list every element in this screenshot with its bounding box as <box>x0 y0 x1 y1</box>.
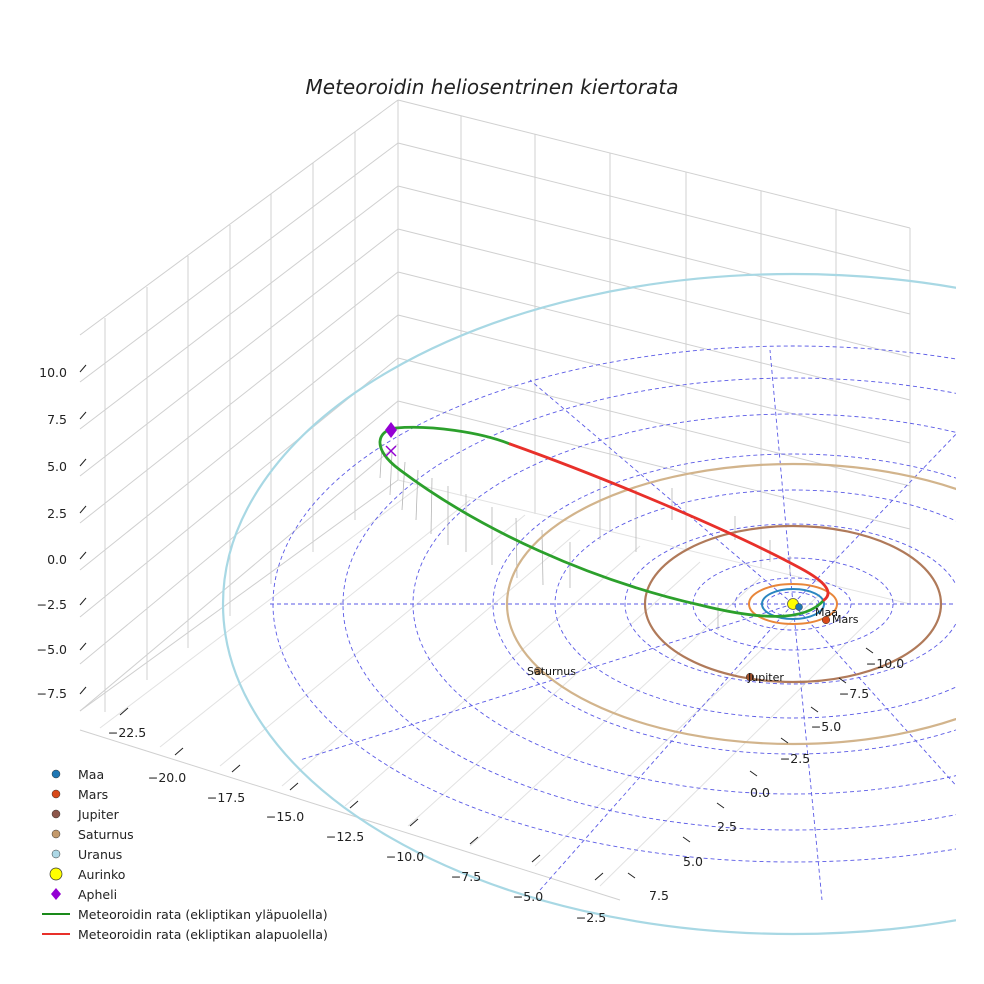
y-tick: −5.0 <box>811 719 841 734</box>
y-tick: 7.5 <box>649 888 669 903</box>
legend-label: Meteoroidin rata (ekliptikan yläpuolella… <box>78 906 328 922</box>
planet-orbits <box>222 272 956 936</box>
x-tick: −7.5 <box>451 869 481 884</box>
legend-sun-icon <box>40 864 72 884</box>
maa-marker <box>795 603 803 611</box>
legend-item: Uranus <box>40 844 328 864</box>
z-tick: 7.5 <box>47 412 67 427</box>
y-tick: 2.5 <box>717 819 737 834</box>
z-tick: 0.0 <box>47 552 67 567</box>
legend-item: Mars <box>40 784 328 804</box>
legend-label: Uranus <box>78 846 123 862</box>
y-tick: −10.0 <box>866 656 904 671</box>
z-tick: 2.5 <box>47 506 67 521</box>
legend-line-icon <box>40 904 72 924</box>
z-axis: 10.0 7.5 5.0 2.5 0.0 −2.5 −5.0 −7.5 <box>37 364 87 701</box>
z-tick: −5.0 <box>37 642 67 657</box>
x-tick: −22.5 <box>108 725 146 740</box>
legend-label: Meteoroidin rata (ekliptikan alapuolella… <box>78 926 328 942</box>
aphelion-marker <box>385 422 397 438</box>
legend-item: Jupiter <box>40 804 328 824</box>
x-tick: −20.0 <box>148 770 186 785</box>
orbit-jupiter <box>643 524 943 684</box>
x-tick: −17.5 <box>207 790 245 805</box>
jupiter-marker <box>745 672 755 682</box>
legend: Maa Mars Jupiter Saturnus Uranus Aurinko… <box>40 764 328 944</box>
drop-lines <box>379 443 791 630</box>
x-tick: −12.5 <box>326 829 364 844</box>
legend-label: Apheli <box>78 886 118 902</box>
legend-label: Saturnus <box>78 826 134 842</box>
orbit-below-segment <box>508 442 830 602</box>
x-axis: −22.5 −20.0 −17.5 −15.0 −12.5 −10.0 −7.5… <box>108 707 606 925</box>
axis-panes <box>79 99 911 901</box>
label-mars: Mars <box>832 613 859 626</box>
legend-label: Jupiter <box>78 806 119 822</box>
saturnus-marker <box>533 666 543 676</box>
orbit-saturnus <box>505 462 956 746</box>
legend-dot-icon <box>40 844 72 864</box>
legend-diamond-icon <box>40 884 72 904</box>
legend-item: Maa <box>40 764 328 784</box>
x-tick: −5.0 <box>513 889 543 904</box>
orbit-uranus <box>222 272 956 936</box>
legend-label: Aurinko <box>78 866 126 882</box>
legend-dot-icon <box>40 824 72 844</box>
mars-marker <box>821 615 831 625</box>
meteoroid-orbit <box>378 425 830 618</box>
legend-item: Apheli <box>40 884 328 904</box>
label-jupiter: Jupiter <box>747 671 784 684</box>
y-tick: −7.5 <box>839 686 869 701</box>
y-tick: 5.0 <box>683 854 703 869</box>
legend-item: Meteoroidin rata (ekliptikan alapuolella… <box>40 924 328 944</box>
ecliptic-grid <box>270 345 956 901</box>
x-tick: −15.0 <box>266 809 304 824</box>
aphelion-projection-icon <box>385 445 397 457</box>
legend-item: Saturnus <box>40 824 328 844</box>
planet-labels: Maa Mars Jupiter Saturnus <box>527 606 859 684</box>
y-tick: −2.5 <box>780 751 810 766</box>
z-tick: 5.0 <box>47 459 67 474</box>
x-tick: −10.0 <box>386 849 424 864</box>
label-maa: Maa <box>815 606 838 619</box>
orbit-mars <box>748 583 838 625</box>
x-tick: −2.5 <box>576 910 606 925</box>
label-saturnus: Saturnus <box>527 665 576 678</box>
z-tick: −2.5 <box>37 597 67 612</box>
legend-label: Mars <box>78 786 109 802</box>
y-axis: 7.5 5.0 2.5 0.0 −2.5 −5.0 −7.5 −10.0 <box>627 647 904 903</box>
legend-dot-icon <box>40 764 72 784</box>
z-tick: 10.0 <box>39 365 67 380</box>
legend-dot-icon <box>40 784 72 804</box>
chart-title: Meteoroidin heliosentrinen kiertorata <box>306 75 679 99</box>
legend-line-icon <box>40 924 72 944</box>
orbit-above-segment <box>378 425 826 618</box>
legend-dot-icon <box>40 804 72 824</box>
z-tick: −7.5 <box>37 686 67 701</box>
legend-item: Aurinko <box>40 864 328 884</box>
legend-item: Meteoroidin rata (ekliptikan yläpuolella… <box>40 904 328 924</box>
y-tick: 0.0 <box>750 785 770 800</box>
planet-markers <box>385 422 831 682</box>
legend-label: Maa <box>78 766 105 782</box>
orbit-maa <box>761 588 825 620</box>
